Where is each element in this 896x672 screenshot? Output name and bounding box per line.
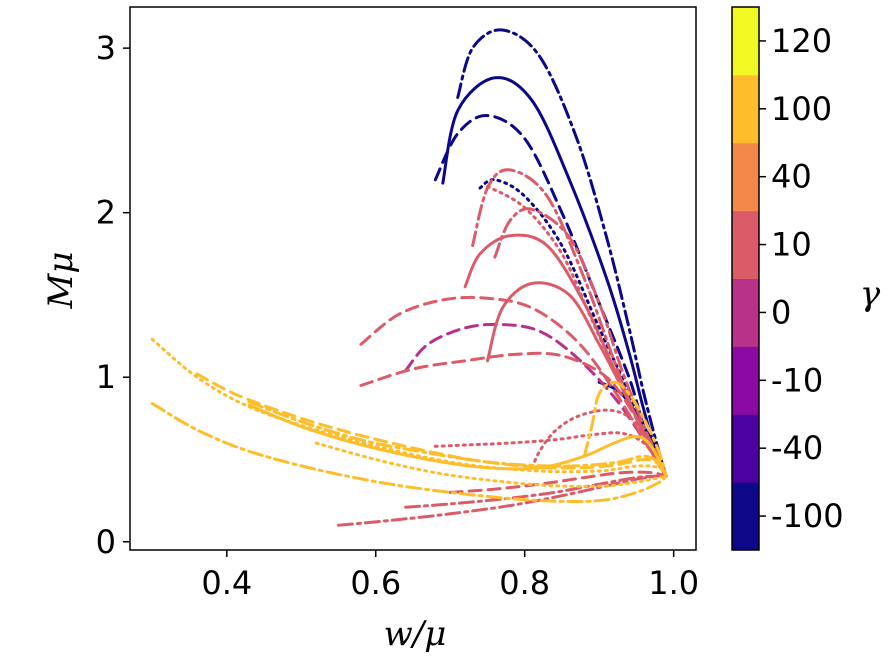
colorbar-segment — [732, 210, 759, 279]
colorbar-segment — [732, 142, 759, 212]
series-line-23 — [150, 402, 668, 504]
y-tick-label: 0 — [96, 523, 116, 561]
series-line-11 — [359, 295, 668, 478]
colorbar-segment — [732, 278, 759, 347]
y-tick-label: 3 — [96, 29, 116, 67]
colorbar-tick-label: 40 — [771, 158, 812, 196]
y-tick-label: 2 — [96, 194, 116, 232]
series-line-25 — [582, 380, 668, 478]
series-line-6 — [404, 322, 668, 478]
colorbar-tick-label: 0 — [771, 293, 791, 331]
colorbar-tick-label: 100 — [771, 90, 832, 128]
series-line-22 — [247, 403, 668, 478]
x-tick-label: 0.8 — [499, 564, 550, 602]
plot-frame — [129, 6, 697, 551]
colorbar-tick-label: 120 — [771, 22, 832, 60]
y-axis-label: Mμ — [41, 252, 81, 310]
x-tick-label: 0.6 — [350, 564, 401, 602]
series-line-24 — [314, 441, 668, 488]
colorbar-segment — [732, 346, 759, 415]
series-line-17 — [404, 474, 668, 509]
series-line-14 — [433, 431, 668, 478]
colorbar-segment — [732, 414, 759, 483]
colorbar-tick-label: -40 — [771, 429, 823, 467]
colorbar-segment — [732, 74, 759, 144]
y-axis: 0 1 2 3 — [96, 29, 130, 561]
series-line-18 — [448, 470, 668, 494]
series-line-1 — [456, 28, 668, 478]
y-tick-label: 1 — [96, 358, 116, 396]
colorbar-segment — [732, 482, 759, 551]
x-axis: 0.4 0.6 0.8 1.0 — [201, 550, 699, 602]
series-line-21 — [247, 400, 668, 478]
series-layer — [150, 28, 668, 527]
x-axis-label: w/μ — [384, 614, 447, 654]
x-tick-label: 1.0 — [648, 564, 699, 602]
x-tick-label: 0.4 — [201, 564, 252, 602]
colorbar-label: γ — [860, 274, 881, 314]
series-line-12 — [359, 351, 668, 478]
colorbar-frame — [731, 6, 760, 551]
colorbar-tick-label: -10 — [771, 361, 823, 399]
colorbar-tick-label: -100 — [771, 497, 844, 535]
colorbar-tick-label: 10 — [771, 226, 812, 264]
colorbar-segment — [732, 7, 759, 76]
